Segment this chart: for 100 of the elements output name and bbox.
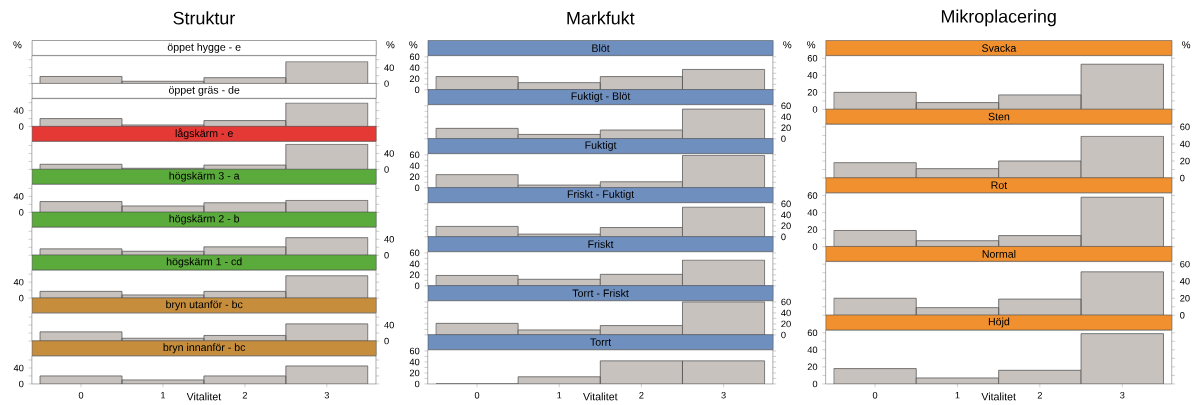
y-tick-label: 0 [384, 337, 389, 345]
chart-subtitle: Rot [991, 181, 1008, 190]
y-tick-label: 40 [409, 260, 420, 268]
y-tick-label: 0 [19, 209, 24, 216]
y-tick-label: 20 [409, 173, 420, 181]
chart-subtitle: Svacka [982, 44, 1017, 52]
y-tick-label: 60 [409, 347, 420, 355]
chart-subtitle: Sten [988, 112, 1010, 121]
chart-subtitle: Friskt [588, 240, 614, 249]
x-tick-label: 1 [557, 392, 562, 399]
chart-title: Struktur [173, 11, 235, 25]
y-tick-label: 20 [807, 89, 818, 96]
y-tick-label: 0 [414, 282, 420, 290]
y-axis-title: % [409, 41, 418, 49]
x-tick-label: 3 [1120, 392, 1125, 399]
x-tick-label: 1 [161, 392, 166, 399]
y-tick-label: 60 [409, 249, 420, 257]
y-tick-label: 40 [807, 209, 818, 216]
y-tick-label: 0 [781, 331, 786, 339]
y-tick-label: 20 [807, 363, 818, 371]
y-tick-label: 20 [781, 124, 791, 132]
y-axis-title: % [13, 41, 22, 49]
y-tick-label: 40 [781, 211, 791, 219]
chart-subtitle: lågskärm - e [175, 128, 233, 140]
y-tick-label: 40 [384, 321, 394, 329]
y-tick-label: 40 [781, 309, 791, 317]
y-tick-label: 0 [384, 80, 389, 88]
x-tick-label: 0 [78, 392, 84, 399]
x-tick-label: 1 [955, 392, 960, 399]
chart-subtitle: Friskt - Fuktigt [567, 190, 635, 201]
y-tick-label: 0 [19, 380, 24, 388]
y-tick-label: 60 [409, 151, 420, 159]
y-tick-label: 60 [781, 102, 791, 110]
chart-subtitle: Blöt [592, 44, 610, 52]
y-tick-label: 0 [812, 243, 818, 251]
y-tick-label: 40 [807, 346, 818, 354]
chart-subtitle: Fuktigt [585, 141, 617, 152]
y-tick-label: 40 [384, 236, 394, 243]
y-tick-label: 40 [1179, 278, 1190, 285]
chart-subtitle: bryn utanför - bc [166, 300, 243, 311]
x-tick-label: 3 [324, 392, 329, 399]
chart-subtitle: högskärm 2 - b [169, 214, 240, 225]
x-tick-label: 3 [721, 392, 726, 399]
chart-subtitle: öppet gräs - de [168, 86, 240, 96]
y-tick-label: 20 [1180, 157, 1190, 165]
y-tick-label: 0 [781, 135, 786, 143]
y-tick-label: 40 [384, 150, 394, 157]
y-tick-label: 0 [19, 123, 24, 130]
y-tick-label: 40 [384, 64, 394, 72]
y-axis-title: % [1182, 41, 1191, 49]
text: % [386, 41, 395, 49]
y-tick-label: 40 [409, 64, 420, 72]
x-tick-label: 2 [639, 392, 644, 399]
y-tick-label: 20 [781, 320, 791, 328]
x-tick-label: 2 [1037, 392, 1042, 399]
y-tick-label: 0 [19, 294, 24, 302]
x-axis-title: Vitalitet [981, 392, 1016, 401]
chart-subtitle: öppet hygge - e [167, 43, 241, 54]
text: % [807, 41, 816, 49]
y-tick-label: 0 [384, 166, 389, 173]
chart-subtitle: bryn innanför - bc [163, 343, 246, 354]
chart-title: Mikroplacering [941, 9, 1056, 27]
y-tick-label: 60 [781, 200, 791, 208]
x-tick-label: 0 [872, 392, 878, 399]
y-tick-label: 60 [807, 192, 818, 199]
y-tick-label: 0 [384, 252, 389, 259]
y-tick-label: 40 [409, 358, 420, 366]
y-tick-label: 40 [13, 193, 24, 200]
y-tick-label: 40 [13, 364, 24, 372]
y-tick-label: 60 [1180, 123, 1190, 131]
x-axis-title: Vitalitet [186, 392, 222, 401]
y-tick-label: 40 [781, 113, 791, 121]
x-tick-label: 2 [242, 392, 248, 399]
y-tick-label: 0 [414, 184, 420, 192]
y-tick-label: 20 [807, 226, 818, 233]
chart-subtitle: Höjd [988, 317, 1010, 328]
chart-subtitle: Normal [982, 250, 1016, 258]
y-tick-label: 20 [409, 75, 420, 83]
chart-subtitle: Fuktigt - Blöt [571, 92, 631, 103]
y-tick-label: 0 [1180, 312, 1185, 319]
y-tick-label: 0 [414, 380, 420, 388]
y-tick-label: 60 [781, 298, 791, 306]
y-tick-label: 0 [812, 106, 818, 113]
chart-subtitle: Torrt - Friskt [572, 289, 629, 298]
chart-subtitle: högskärm 1 - cd [166, 257, 242, 268]
y-tick-label: 0 [812, 380, 818, 388]
y-tick-label: 40 [1179, 140, 1190, 148]
x-axis-title: Vitalitet [583, 392, 618, 401]
y-tick-label: 20 [1180, 295, 1190, 302]
x-tick-label: 0 [474, 392, 480, 399]
y-tick-label: 0 [414, 86, 420, 94]
y-tick-label: 60 [409, 53, 420, 61]
y-tick-label: 0 [781, 233, 786, 241]
y-tick-label: 60 [1180, 260, 1190, 268]
chart-title: Markfukt [567, 11, 635, 25]
y-tick-label: 40 [807, 72, 818, 79]
y-tick-label: 60 [807, 55, 818, 62]
text: % [783, 41, 792, 49]
y-tick-label: 20 [409, 369, 420, 377]
y-tick-label: 40 [409, 162, 420, 170]
